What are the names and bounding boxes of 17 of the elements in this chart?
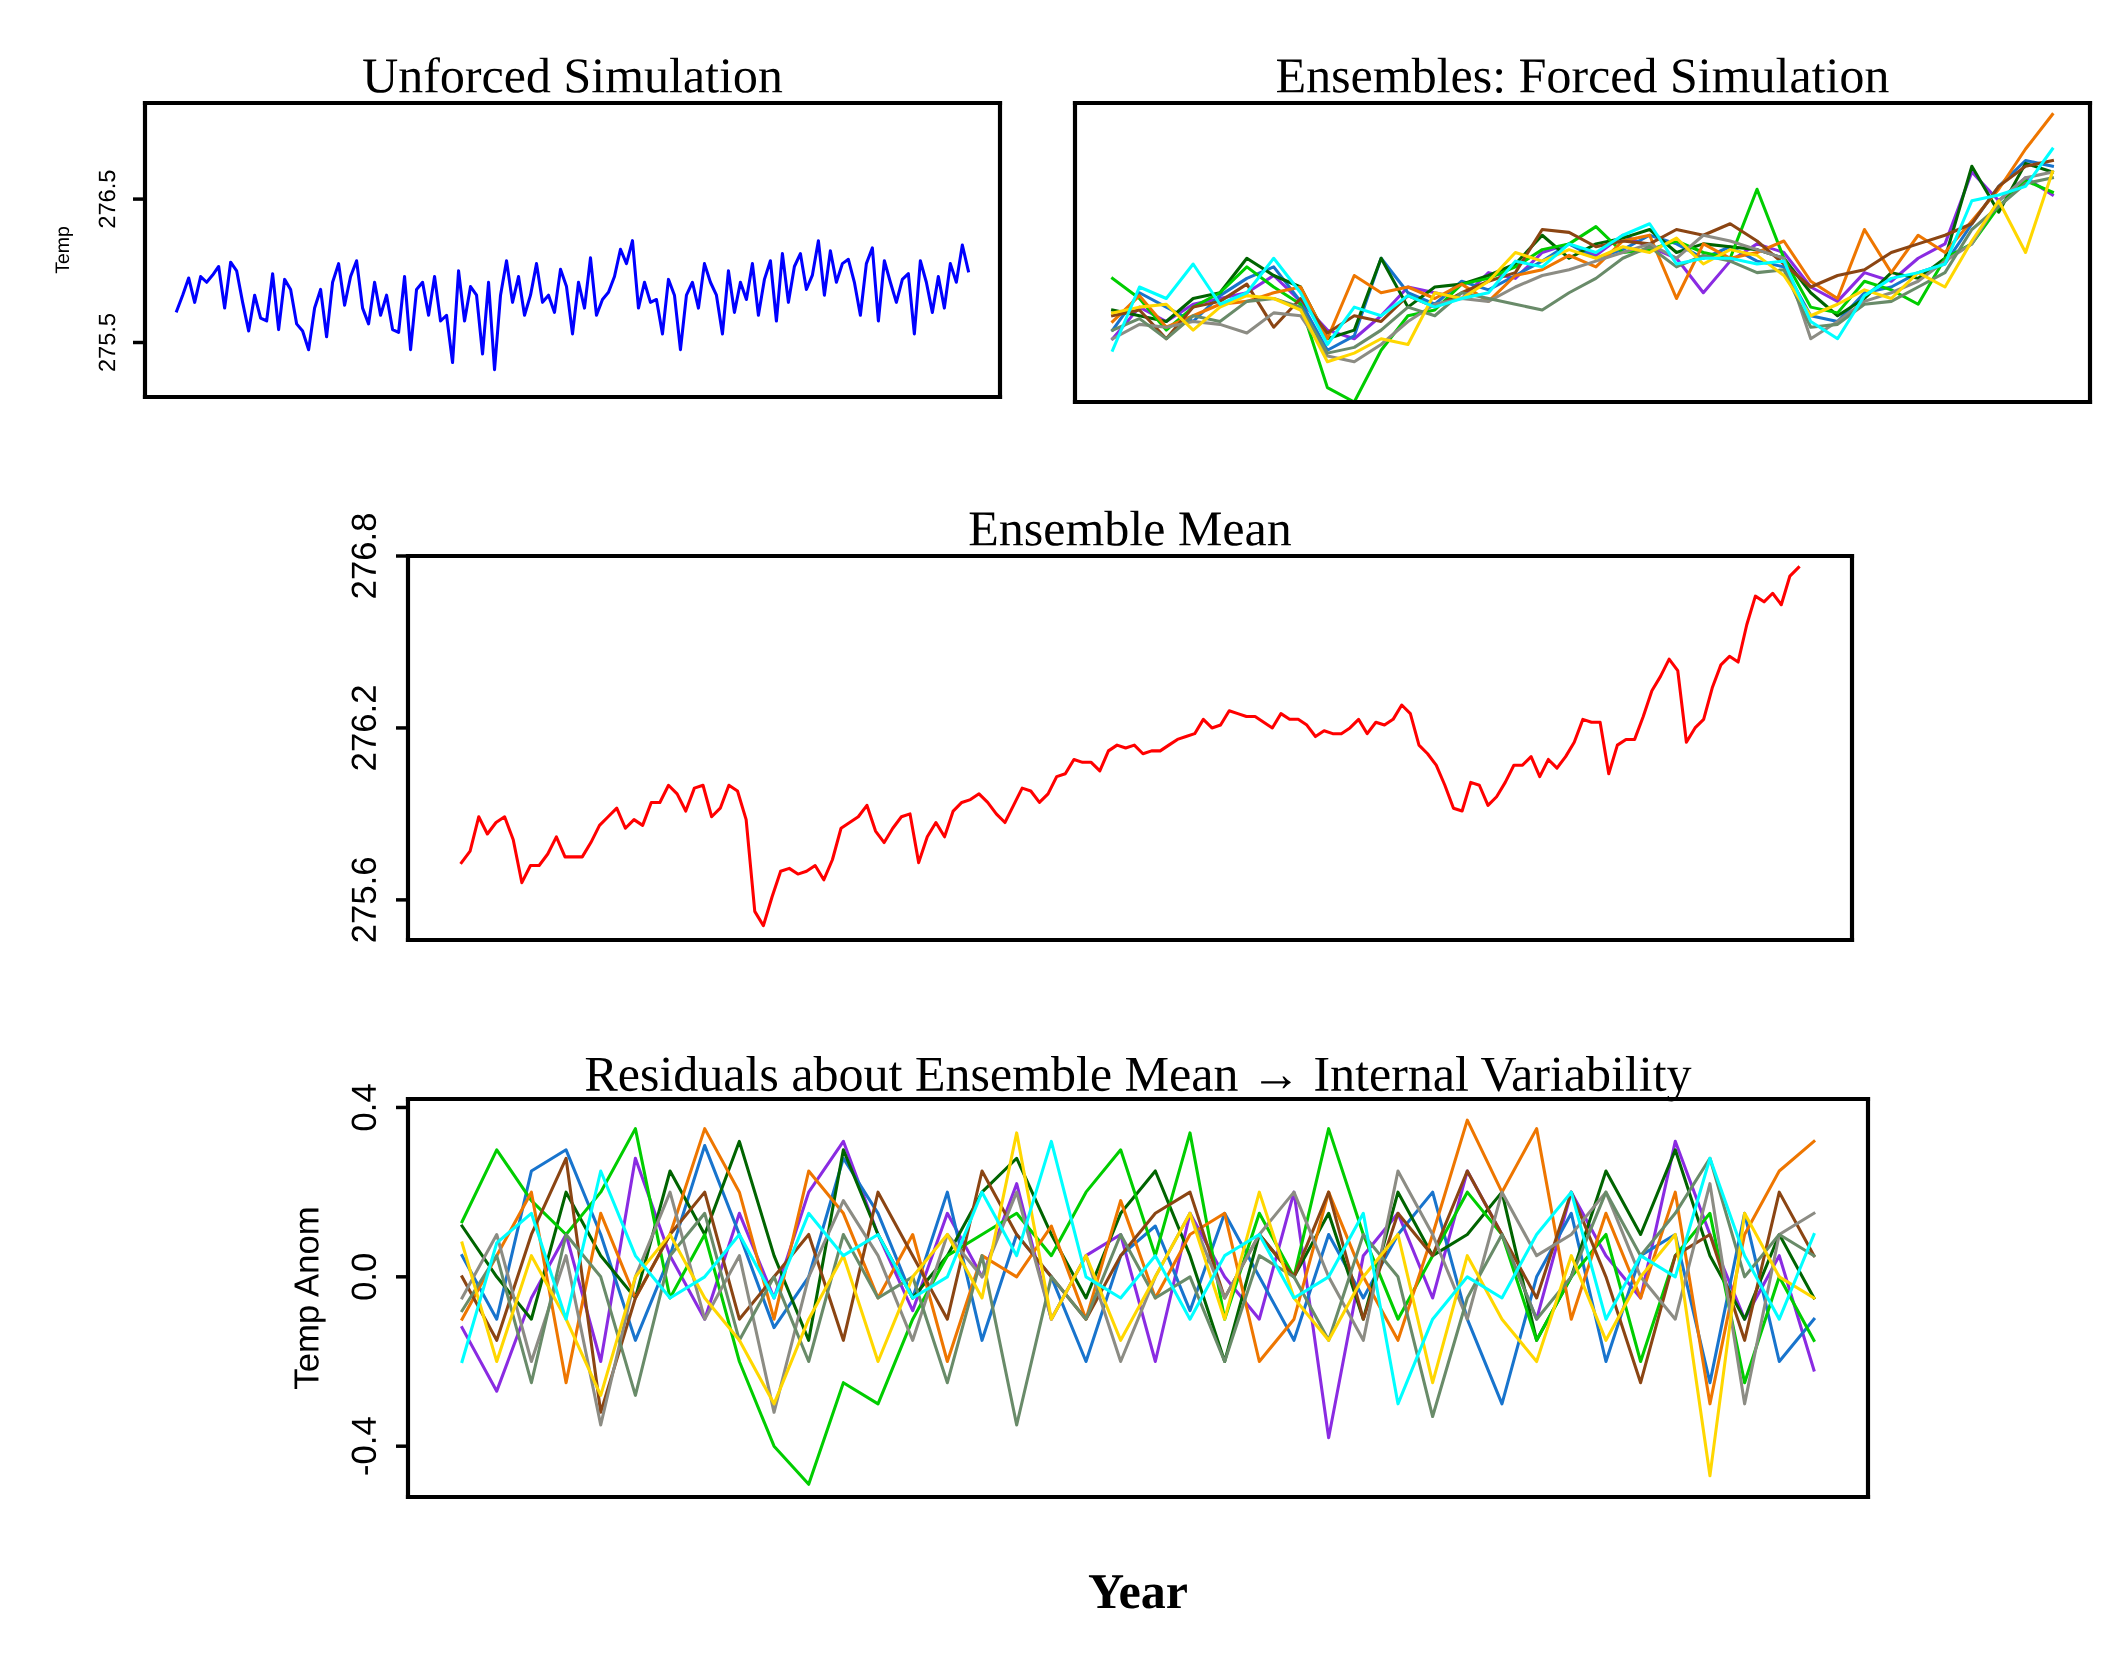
y-axis-title: Temp Anom: [294, 1208, 326, 1389]
chart-title: Residuals about Ensemble Mean → Internal Variability: [585, 1055, 1692, 1102]
y-axis-title: Temp: [55, 227, 73, 274]
chart-title: Unforced Simulation: [363, 57, 783, 93]
chart-title: Ensembles: Forced Simulation: [1277, 57, 1889, 94]
y-tick-label: 275.5: [98, 313, 116, 371]
chart-title: Ensemble Mean: [969, 510, 1291, 546]
y-tick-label: 275.6: [351, 857, 377, 942]
y-tick-label: 276.8: [351, 514, 377, 598]
line-series: [175, 239, 970, 372]
y-tick-label: 276.2: [351, 686, 377, 770]
x-axis-title: Year: [1088, 1575, 1187, 1609]
y-tick-label: 276.5: [98, 170, 116, 228]
y-tick-label: -0.4: [351, 1417, 377, 1475]
y-tick-label: 0.4: [351, 1084, 377, 1131]
y-tick-label: 0.0: [351, 1254, 377, 1300]
line-series: [459, 565, 1801, 928]
